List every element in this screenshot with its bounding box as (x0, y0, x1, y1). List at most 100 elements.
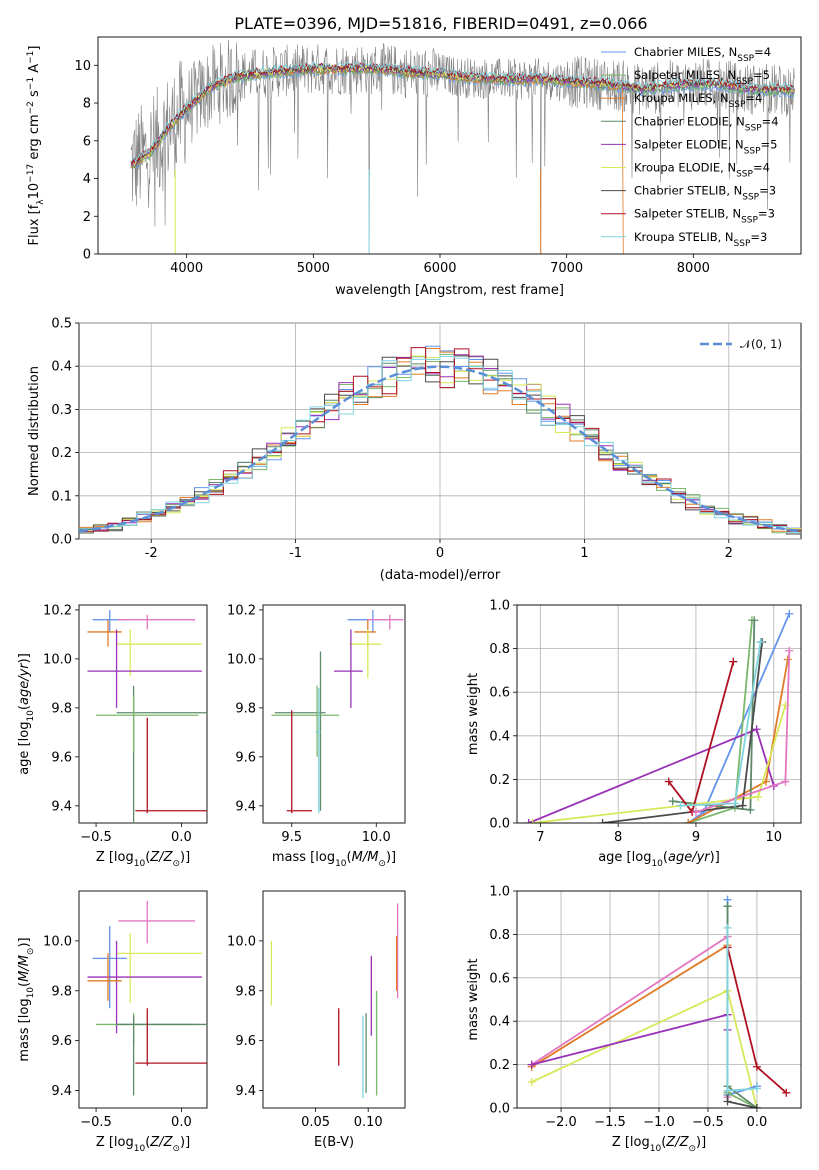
y-tick-label: 10.0 (227, 934, 256, 949)
x-tick-label: -2 (145, 546, 158, 561)
x-tick-label: −0.5 (692, 1115, 724, 1130)
y-tick-label: 0.8 (489, 642, 510, 657)
histograms (79, 345, 801, 535)
weight-marker (756, 638, 765, 647)
y-tick-label: 0.4 (489, 729, 510, 744)
weight-marker (676, 801, 685, 810)
weight-marker (668, 797, 677, 806)
mass-weight-vs-age-panel: 7 8 9 10 0.0 0.2 0.4 0.6 0.8 1.0 age [log10(age/yr… (466, 599, 802, 869)
x-tick-label: 6000 (423, 261, 456, 276)
weight-marker (729, 657, 738, 666)
x-axis-label: wavelength [Angstrom, rest frame] (335, 283, 564, 298)
y-tick-label: 1.0 (489, 599, 510, 614)
weight-marker (730, 799, 739, 808)
y-tick-label: 0.6 (489, 686, 510, 701)
weight-lines (527, 895, 791, 1108)
y-tick-label: 9.4 (51, 799, 72, 814)
legend-label: Chabrier ELODIE, NSSP=4 (634, 114, 779, 133)
y-tick-label: 0.1 (51, 489, 72, 504)
weight-marker (528, 819, 537, 823)
legend-label: Chabrier STELIB, NSSP=3 (634, 184, 776, 203)
y-tick-label: 10.0 (227, 652, 256, 667)
x-tick-label: 10 (765, 830, 782, 845)
model-spectrum-line (130, 62, 795, 164)
legend: Chabrier MILES, NSSP=4 Salpeter MILES, NS… (601, 45, 779, 249)
y-tick-label: 0.0 (489, 1102, 510, 1117)
weight-marker (781, 777, 790, 786)
legend-label: Chabrier MILES, NSSP=4 (634, 45, 771, 64)
error-bars (87, 609, 207, 823)
model-spectrum-line (130, 61, 795, 163)
y-axis-label: mass weight (466, 958, 481, 1040)
weight-marker (664, 777, 673, 786)
x-axis-label: Z [log10(Z/Z⊙)] (96, 850, 190, 869)
weight-marker (782, 1088, 791, 1097)
weight-marker (752, 1084, 761, 1093)
error-bars (270, 903, 399, 1099)
y-tick-label: 2 (83, 210, 91, 225)
x-tick-label: 0.10 (354, 1115, 383, 1130)
y-tick-label: 0.4 (489, 1015, 510, 1030)
error-bars (271, 609, 404, 814)
legend-label: Salpeter MILES, NSSP=5 (634, 68, 770, 87)
y-tick-label: 9.8 (51, 984, 72, 999)
weight-marker (691, 808, 700, 817)
y-tick-label: 0.0 (489, 817, 510, 832)
x-tick-label: 0.05 (301, 1115, 330, 1130)
x-axis-label: Z [log10(Z/Z⊙)] (96, 1135, 190, 1154)
y-tick-label: 9.4 (235, 799, 256, 814)
y-tick-label: 9.6 (235, 750, 256, 765)
weight-marker (752, 1062, 761, 1071)
y-axis-label: mass [log10(M/M⊙)] (17, 937, 36, 1061)
model-spectrum-line (130, 66, 624, 254)
y-tick-label: 10.2 (227, 603, 256, 618)
weight-marker (598, 819, 607, 823)
legend-label: Salpeter STELIB, NSSP=3 (634, 207, 775, 226)
y-tick-label: 0.2 (489, 773, 510, 788)
y-tick-label: 0 (83, 248, 91, 263)
weight-marker (684, 819, 693, 823)
y-tick-label: 9.6 (51, 1034, 72, 1049)
x-tick-label: 1 (580, 546, 588, 561)
weight-marker (750, 616, 759, 625)
axes-frame (516, 890, 802, 1109)
y-tick-label: 8 (83, 97, 91, 112)
weight-marker (785, 609, 794, 618)
mass-vs-ebv-panel: 0.05 0.10 9.4 9.6 9.8 10.0 E(B-V) (227, 890, 406, 1150)
y-tick-label: 9.8 (235, 984, 256, 999)
x-tick-label: 0.0 (171, 830, 192, 845)
y-axis-label: mass weight (466, 673, 481, 755)
x-tick-label: 8 (614, 830, 622, 845)
y-tick-label: 4 (83, 172, 91, 187)
x-tick-label: 7000 (550, 261, 583, 276)
weight-marker (723, 923, 732, 932)
x-tick-label: 10.0 (362, 830, 391, 845)
weight-marker (752, 1104, 761, 1108)
x-tick-label: 0.0 (747, 1115, 768, 1130)
residual-histogram-panel: -2 -1 0 1 2 0.0 0.1 0.2 0.3 0.4 0.5 𝒩(0, 1) (data-mo… (27, 317, 802, 583)
x-tick-label: 0 (436, 546, 444, 561)
weight-marker (527, 1060, 536, 1069)
legend-label: Kroupa ELODIE, NSSP=4 (634, 161, 770, 180)
axes-frame (262, 604, 406, 824)
y-axis-label: Flux [fλ10−17 erg cm−2 s−1 A−1] (26, 46, 46, 246)
mass-vs-metallicity-panel: −0.5 0.0 9.4 9.6 9.8 10.0 Z [log10(Z/Z⊙)] mass … (17, 890, 208, 1154)
weight-marker (723, 1086, 732, 1095)
y-tick-label: 0.2 (489, 1058, 510, 1073)
x-tick-label: -1 (289, 546, 302, 561)
x-tick-label: 0.0 (171, 1115, 192, 1130)
weight-marker (723, 1097, 732, 1106)
weight-marker (524, 819, 533, 823)
x-axis-label: Z [log10(Z/Z⊙)] (612, 1135, 706, 1154)
y-tick-label: 10.0 (43, 934, 72, 949)
x-tick-label: 5000 (297, 261, 330, 276)
weight-marker (754, 792, 763, 801)
y-tick-label: 9.8 (51, 701, 72, 716)
y-tick-label: 0.4 (51, 360, 72, 375)
gaussian-curve (79, 365, 801, 533)
x-axis-label: E(B-V) (314, 1135, 354, 1150)
weight-marker (723, 902, 732, 911)
figure-title: PLATE=0396, MJD=51816, FIBERID=0491, z=0… (234, 14, 647, 33)
y-axis-label: age [log10(age/yr)] (17, 653, 36, 775)
